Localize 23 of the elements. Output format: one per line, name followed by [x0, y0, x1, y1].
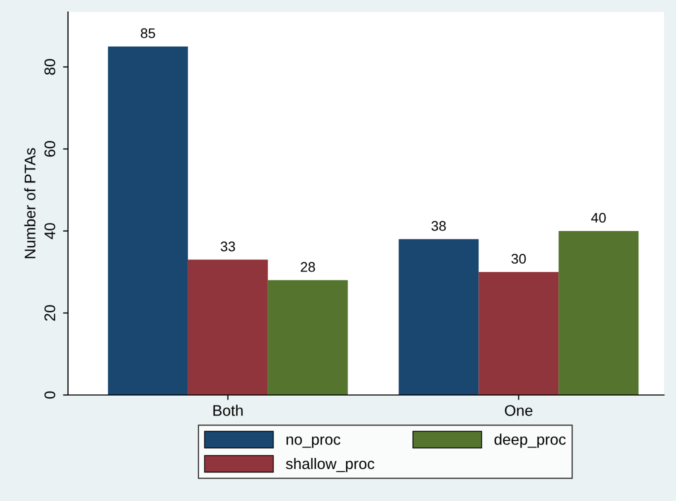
y-tick-label: 60 [44, 141, 56, 157]
bar [268, 280, 348, 395]
legend-label: no_proc [286, 436, 340, 448]
data-label: 28 [300, 262, 315, 272]
data-label: 40 [591, 212, 606, 223]
data-label: 30 [511, 254, 526, 264]
y-tick-label: 0 [44, 391, 56, 399]
legend-label: deep_proc [494, 434, 566, 448]
y-tick-label: 40 [44, 223, 56, 240]
data-label: 85 [140, 28, 156, 38]
legend-label: shallow_proc [286, 458, 374, 472]
x-tick-label: One [504, 405, 532, 416]
bar [398, 239, 479, 395]
bar [108, 46, 188, 395]
data-label: 38 [431, 221, 446, 231]
y-tick-label: 80 [44, 59, 56, 75]
bar [188, 260, 268, 395]
bar [558, 230, 639, 395]
data-label: 33 [220, 242, 236, 252]
bar [478, 272, 559, 395]
y-tick-label: 20 [44, 305, 56, 321]
y-axis-title: Number of PTAs [24, 148, 36, 258]
x-tick-label: Both [213, 404, 243, 416]
